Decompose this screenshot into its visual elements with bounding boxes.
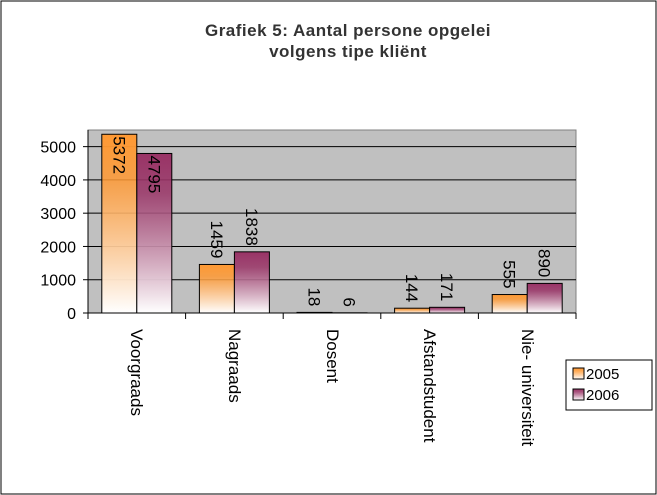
data-label: 171 — [437, 273, 456, 301]
bar — [394, 307, 431, 314]
data-label: 4795 — [144, 155, 163, 193]
y-tick-label: 4000 — [40, 173, 76, 190]
y-tick-label: 3000 — [40, 206, 76, 223]
data-label: 18 — [305, 287, 324, 306]
data-label: 144 — [402, 274, 421, 302]
data-label: 1838 — [242, 208, 261, 246]
x-tick-label: Voorgraads — [127, 329, 147, 416]
bar — [526, 282, 563, 314]
legend-swatch — [572, 367, 585, 380]
y-tick-label: 0 — [67, 306, 76, 323]
x-tick-label: Nagraads — [224, 329, 244, 403]
bar — [198, 263, 235, 314]
legend-label: 2006 — [586, 387, 619, 404]
data-label: 890 — [535, 249, 554, 277]
data-label: 1459 — [207, 221, 226, 259]
bar — [491, 294, 528, 314]
data-label: 555 — [500, 260, 519, 288]
y-tick-label: 5000 — [40, 140, 76, 157]
data-label: 6 — [340, 297, 359, 306]
x-tick-label: Afstandstudent — [420, 329, 440, 443]
bar — [233, 251, 270, 314]
chart-title: Grafiek 5: Aantal persone opgelei volgen… — [204, 21, 492, 61]
legend-label: 2005 — [586, 366, 619, 383]
x-tick-label: Nie- universiteit — [517, 329, 537, 447]
legend-swatch — [572, 388, 585, 401]
y-tick-label: 2000 — [40, 239, 76, 256]
y-tick-label: 1000 — [40, 273, 76, 290]
bar — [101, 133, 138, 314]
bar — [429, 306, 466, 314]
bar — [136, 152, 173, 314]
bar — [296, 311, 333, 314]
data-label: 5372 — [109, 136, 128, 174]
legend: 2005 2006 — [565, 359, 653, 411]
x-tick-label: Dosent — [322, 329, 342, 383]
